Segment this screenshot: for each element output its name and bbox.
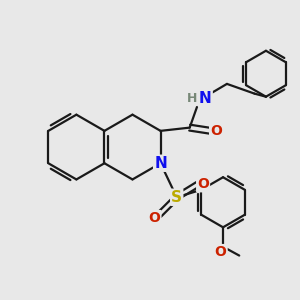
Text: O: O [210, 124, 222, 138]
Text: O: O [215, 245, 226, 259]
Text: O: O [148, 211, 160, 225]
Text: H: H [187, 92, 197, 105]
Text: O: O [197, 177, 209, 191]
Text: N: N [199, 91, 212, 106]
Text: N: N [154, 156, 167, 171]
Text: S: S [171, 190, 182, 205]
